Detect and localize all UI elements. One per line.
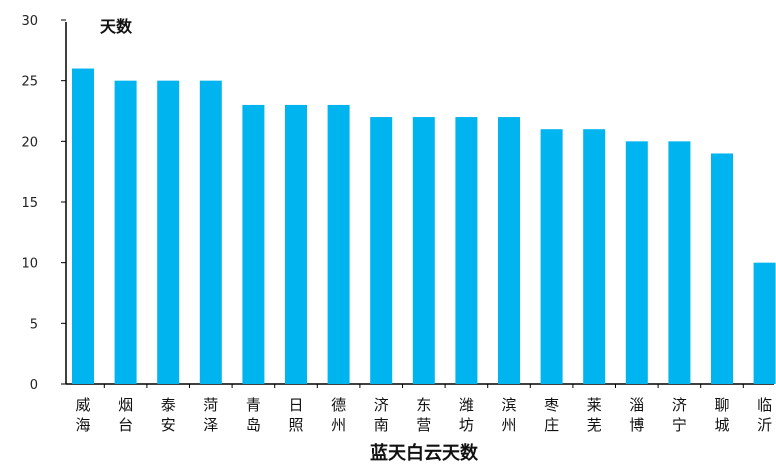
x-category-label: 滨: [501, 396, 516, 414]
x-category-label: 淄: [629, 396, 644, 414]
y-tick-label: 15: [21, 196, 38, 211]
x-category-label: 泽: [203, 416, 218, 434]
x-category-label: 营: [416, 416, 431, 434]
x-category-label: 安: [161, 416, 176, 434]
bar: [540, 129, 563, 384]
y-axis-title: 天数: [100, 17, 133, 36]
bar: [72, 68, 94, 385]
bar: [114, 80, 137, 385]
x-category-label: 潍: [459, 396, 474, 414]
y-tick-label: 25: [21, 75, 38, 90]
x-category-label: 岛: [246, 416, 261, 434]
bar: [412, 117, 435, 385]
x-category-label: 枣: [544, 396, 559, 414]
bar: [711, 153, 733, 384]
bar: [370, 117, 393, 385]
x-category-label: 博: [629, 416, 644, 434]
bar: [455, 117, 478, 385]
bar: [157, 80, 180, 385]
x-category-label: 芜: [587, 416, 602, 434]
bar: [327, 104, 350, 384]
x-category-label: 德: [331, 396, 346, 414]
y-axis: 0 5 10 15 20 25 30: [21, 14, 67, 393]
x-category-label: 城: [714, 416, 729, 434]
x-category-label: 海: [75, 416, 90, 434]
x-category-label: 日: [288, 396, 303, 414]
y-tick-label: 20: [21, 135, 38, 150]
bar: [583, 129, 606, 384]
bar: [668, 141, 691, 384]
x-category-label: 坊: [459, 416, 474, 434]
bar: [625, 141, 648, 384]
y-ticks: 0 5 10 15 20 25 30: [21, 14, 66, 393]
x-category-label: 烟: [118, 396, 133, 414]
bar: [242, 104, 265, 384]
x-category-label: 南: [374, 416, 389, 434]
x-category-label: 沂: [757, 416, 772, 434]
bar: [753, 262, 776, 384]
x-category-label: 泰: [161, 396, 176, 414]
x-category-label: 州: [331, 416, 346, 434]
x-category-label: 宁: [672, 416, 687, 434]
x-category-label: 菏: [203, 396, 218, 414]
x-category-label: 威: [75, 396, 90, 414]
x-category-label: 庄: [544, 416, 559, 434]
y-tick-label: 10: [21, 257, 38, 272]
x-category-label: 州: [501, 416, 516, 434]
bars: [72, 68, 776, 388]
x-category-label: 济: [374, 396, 389, 414]
x-category-label: 照: [288, 416, 303, 434]
x-category-label: 聊: [714, 396, 729, 414]
bar: [498, 117, 520, 385]
bar: [285, 104, 307, 384]
x-category-label: 临: [757, 396, 772, 414]
x-category-label: 济: [672, 396, 687, 414]
x-axis-title: 蓝天白云天数: [370, 442, 479, 464]
x-category-label: 莱: [587, 396, 602, 414]
x-category-label: 青: [246, 396, 261, 414]
bar: [199, 80, 222, 385]
x-category-label: 东: [416, 396, 431, 414]
x-category-label: 台: [118, 416, 133, 434]
y-tick-label: 30: [21, 14, 38, 29]
y-tick-label: 5: [30, 317, 38, 332]
y-tick-label: 0: [30, 378, 38, 393]
